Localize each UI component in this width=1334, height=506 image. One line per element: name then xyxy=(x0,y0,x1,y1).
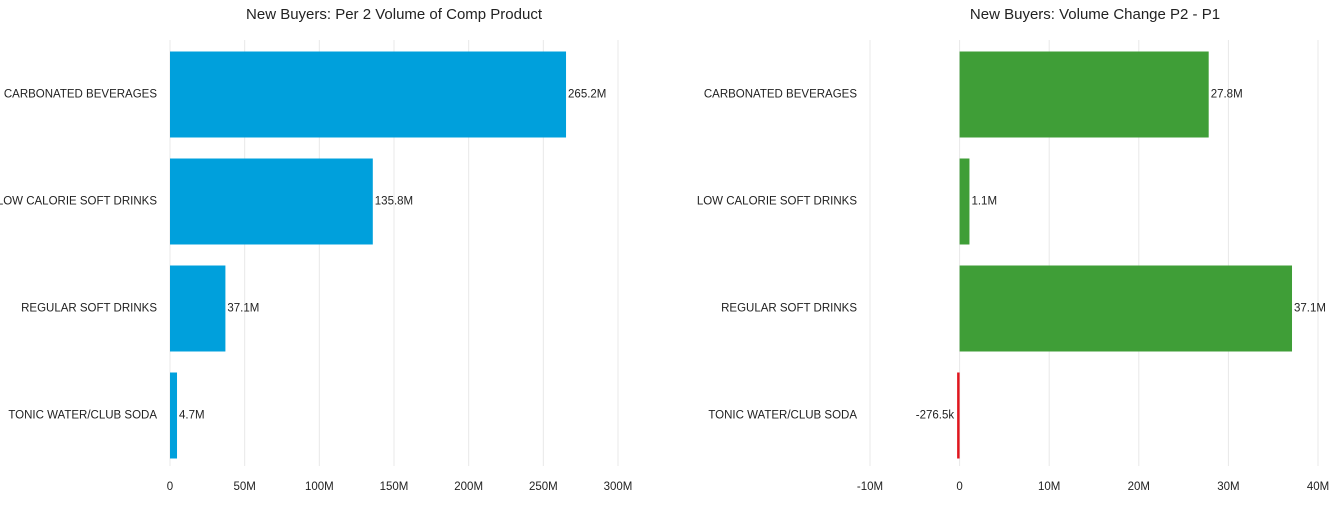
chart2-category-label: REGULAR SOFT DRINKS xyxy=(721,303,857,315)
chart1-category-label: REGULAR SOFT DRINKS xyxy=(21,303,157,315)
chart1-tick-label: 50M xyxy=(233,481,255,493)
chart1-category-label: LOW CALORIE SOFT DRINKS xyxy=(0,196,157,208)
chart2-tick-label: 40M xyxy=(1307,481,1329,493)
chart1-title: New Buyers: Per 2 Volume of Comp Product xyxy=(246,6,543,23)
chart2-tick-label: 10M xyxy=(1038,481,1060,493)
chart2-data-label: 37.1M xyxy=(1294,303,1326,315)
chart2-tick-label: 20M xyxy=(1128,481,1150,493)
chart1-bar xyxy=(170,265,226,352)
chart2-tick-label: 30M xyxy=(1217,481,1239,493)
chart1-tick-label: 200M xyxy=(454,481,483,493)
chart1-data-label: 135.8M xyxy=(375,196,413,208)
chart1-bar xyxy=(170,372,178,459)
chart2-bar xyxy=(959,51,1209,138)
chart1-tick-label: 300M xyxy=(604,481,633,493)
chart2-tick-label: -10M xyxy=(857,481,883,493)
chart1-data-label: 37.1M xyxy=(227,303,259,315)
chart1-category-label: CARBONATED BEVERAGES xyxy=(4,89,157,101)
chart1-tick-label: 150M xyxy=(380,481,409,493)
chart1-tick-label: 0 xyxy=(167,481,173,493)
chart1-data-label: 4.7M xyxy=(179,410,205,422)
chart2-category-label: TONIC WATER/CLUB SODA xyxy=(708,410,857,422)
chart1-bar xyxy=(170,158,373,245)
chart1-category-label: TONIC WATER/CLUB SODA xyxy=(8,410,157,422)
chart1-tick-label: 250M xyxy=(529,481,558,493)
chart2-bar xyxy=(959,265,1293,352)
chart1-bar xyxy=(170,51,567,138)
chart1-data-label: 265.2M xyxy=(568,89,606,101)
chart1-tick-label: 100M xyxy=(305,481,334,493)
chart2-title: New Buyers: Volume Change P2 - P1 xyxy=(970,6,1220,23)
chart2-tick-label: 0 xyxy=(956,481,962,493)
chart2-bar xyxy=(959,158,970,245)
chart2-data-label: 27.8M xyxy=(1211,89,1243,101)
chart2-bar xyxy=(957,372,960,459)
chart2-category-label: LOW CALORIE SOFT DRINKS xyxy=(697,196,858,208)
chart2-data-label: 1.1M xyxy=(971,196,997,208)
chart2-data-label: -276.5k xyxy=(916,410,955,422)
chart2-category-label: CARBONATED BEVERAGES xyxy=(704,89,857,101)
